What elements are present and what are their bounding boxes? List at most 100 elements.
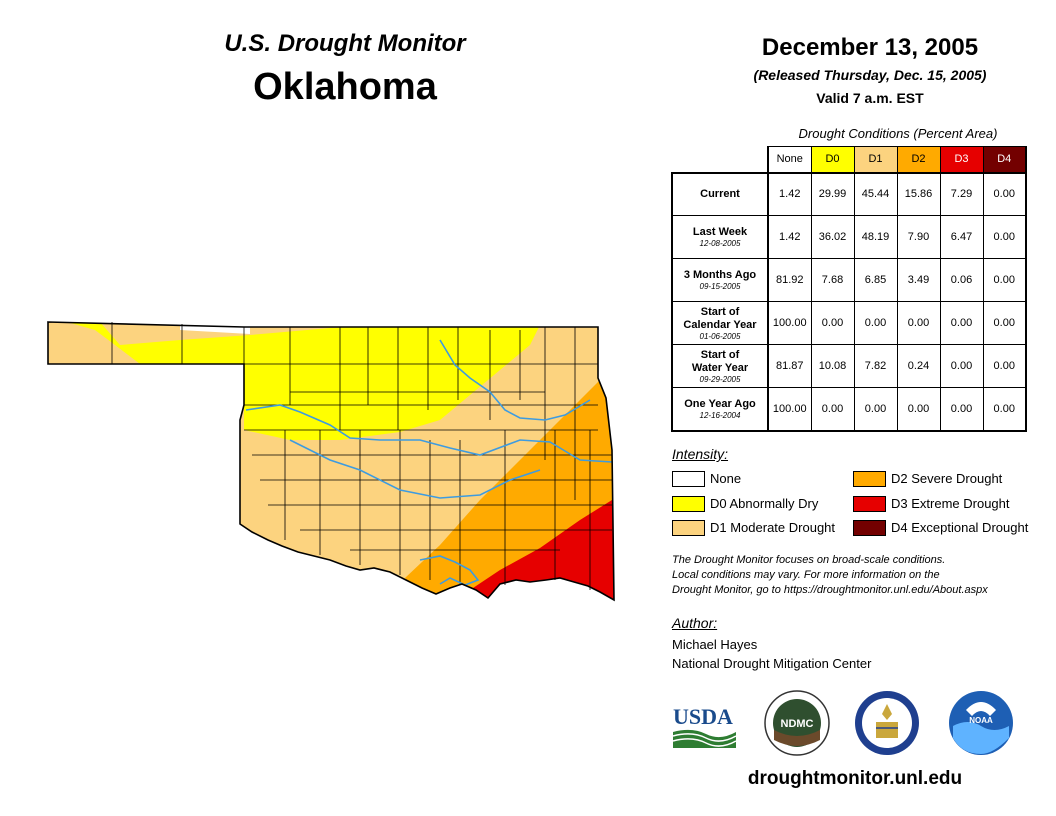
table-row: One Year Ago 12-16-2004 100.00 0.00 0.00 0.00…: [671, 387, 1027, 432]
table-cell: 0.00: [982, 301, 1027, 345]
table-row: Last Week 12-08-2005 1.42 36.02 48.19 7.90 6.4…: [671, 215, 1027, 259]
table-cell: 15.86: [896, 172, 941, 216]
legend-label: D2 Severe Drought: [891, 471, 1003, 486]
table-cell: 100.00: [767, 301, 812, 345]
author-heading: Author:: [672, 615, 718, 631]
table-cell: 1.42: [767, 215, 812, 259]
legend-swatch: [853, 471, 886, 487]
column-header-d0: D0: [810, 146, 855, 174]
usda-logo-text: USDA: [673, 704, 733, 729]
table-cell: 0.00: [982, 344, 1027, 388]
table-cell: 10.08: [810, 344, 855, 388]
table-cell: 0.00: [896, 301, 941, 345]
column-header-d3: D3: [939, 146, 984, 174]
legend-swatch: [672, 496, 705, 512]
legend-label: D0 Abnormally Dry: [710, 496, 819, 511]
table-cell: 100.00: [767, 387, 812, 432]
map-date: December 13, 2005: [761, 34, 979, 61]
table-body: Current 1.42 29.99 45.44 15.86 7.29 0.00 Last W…: [671, 172, 1027, 432]
table-row: Start of Calendar Year 01-06-2005 100.00 0.0…: [671, 301, 1027, 345]
table-cell: 0.00: [810, 387, 855, 432]
row-date: 12-16-2004: [699, 410, 741, 420]
row-label-text: Current: [700, 187, 740, 200]
row-label-text: Start of: [700, 305, 740, 318]
row-date: 09-29-2005: [699, 374, 741, 384]
row-label: Current: [671, 172, 769, 216]
legend-swatch: [853, 520, 886, 536]
table-row: Current 1.42 29.99 45.44 15.86 7.29 0.00: [671, 172, 1027, 216]
author-name: Michael Hayes: [672, 637, 758, 652]
table-cell: 0.00: [939, 301, 984, 345]
row-date: 09-15-2005: [699, 282, 741, 291]
usda-logo: USDA: [672, 704, 737, 748]
noaa-logo: NOAA: [949, 691, 1013, 755]
monitor-title: U.S. Drought Monitor: [224, 30, 466, 57]
row-label: 3 Months Ago 09-15-2005: [671, 258, 769, 302]
table-header-row: None D0 D1 D2 D3 D4: [672, 146, 1027, 174]
website-url[interactable]: droughtmonitor.unl.edu: [747, 768, 963, 789]
table-cell: 0.00: [982, 258, 1027, 302]
table-cell: 0.00: [939, 344, 984, 388]
table-caption: Drought Conditions (Percent Area): [798, 126, 998, 141]
legend-swatch: [853, 496, 886, 512]
row-date: 12-08-2005: [699, 239, 741, 248]
column-header-d1: D1: [853, 146, 898, 174]
legend-label: D1 Moderate Drought: [710, 520, 836, 535]
table-cell: 0.00: [982, 172, 1027, 216]
ndmc-logo: NDMC: [764, 690, 830, 756]
legend-title: Intensity:: [672, 446, 729, 462]
column-header-none: None: [767, 146, 812, 174]
table-cell: 0.06: [939, 258, 984, 302]
ndmc-logo-text: NDMC: [781, 718, 814, 730]
column-header-d4: D4: [982, 146, 1027, 174]
table-cell: 1.42: [767, 172, 812, 216]
table-cell: 0.00: [810, 301, 855, 345]
row-label-text: One Year Ago: [684, 397, 756, 410]
table-cell: 0.00: [939, 387, 984, 432]
drought-conditions-table: None D0 D1 D2 D3 D4 Current 1.42 29.99 45.4…: [671, 146, 1027, 432]
row-label: Start of Water Year 09-29-2005: [671, 344, 769, 388]
table-cell: 0.24: [896, 344, 941, 388]
legend-label: None: [710, 471, 742, 486]
table-cell: 7.29: [939, 172, 984, 216]
release-date: (Released Thursday, Dec. 15, 2005): [753, 67, 987, 83]
table-cell: 3.49: [896, 258, 941, 302]
legend-swatch: [672, 520, 705, 536]
table-cell: 7.82: [853, 344, 898, 388]
column-header-d2: D2: [896, 146, 941, 174]
row-label-text-2: Water Year: [691, 361, 749, 374]
row-label-text-2: Calendar Year: [683, 318, 757, 331]
row-label: Last Week 12-08-2005: [671, 215, 769, 259]
row-label-text: Start of: [700, 348, 740, 361]
table-cell: 81.87: [767, 344, 812, 388]
table-cell: 7.68: [810, 258, 855, 302]
note-line: The Drought Monitor focuses on broad-sca…: [672, 554, 946, 566]
row-label-text: Last Week: [692, 226, 748, 238]
row-date: 01-06-2005: [699, 331, 741, 341]
drought-map: [47, 321, 615, 602]
row-label: Start of Calendar Year 01-06-2005: [671, 301, 769, 345]
note-line: Local conditions may vary. For more info…: [672, 569, 940, 581]
table-cell: 29.99: [810, 172, 855, 216]
table-cell: 0.00: [982, 387, 1027, 432]
legend-label: D3 Extreme Drought: [891, 496, 1010, 511]
table-row: Start of Water Year 09-29-2005 81.87 10.08 7.…: [671, 344, 1027, 388]
legend-label: D4 Exceptional Drought: [891, 520, 1029, 535]
state-outline: [47, 321, 615, 602]
table-cell: 81.92: [767, 258, 812, 302]
table-row: 3 Months Ago 09-15-2005 81.92 7.68 6.85 3.49 0…: [671, 258, 1027, 302]
note-line: Drought Monitor, go to https://droughtmo…: [672, 584, 988, 596]
rivers: [245, 339, 613, 586]
disclaimer-note: The Drought Monitor focuses on broad-sca…: [672, 553, 1052, 598]
table-cell: 0.00: [982, 215, 1027, 259]
commerce-seal: [855, 691, 919, 755]
table-cell: 0.00: [853, 301, 898, 345]
table-cell: 0.00: [896, 387, 941, 432]
legend-swatch: [672, 471, 705, 487]
region-d0: [60, 322, 540, 440]
noaa-logo-text: NOAA: [969, 716, 993, 725]
author-organization: National Drought Mitigation Center: [672, 656, 872, 671]
table-cell: 36.02: [810, 215, 855, 259]
table-cell: 0.00: [853, 387, 898, 432]
table-corner: [672, 146, 769, 174]
